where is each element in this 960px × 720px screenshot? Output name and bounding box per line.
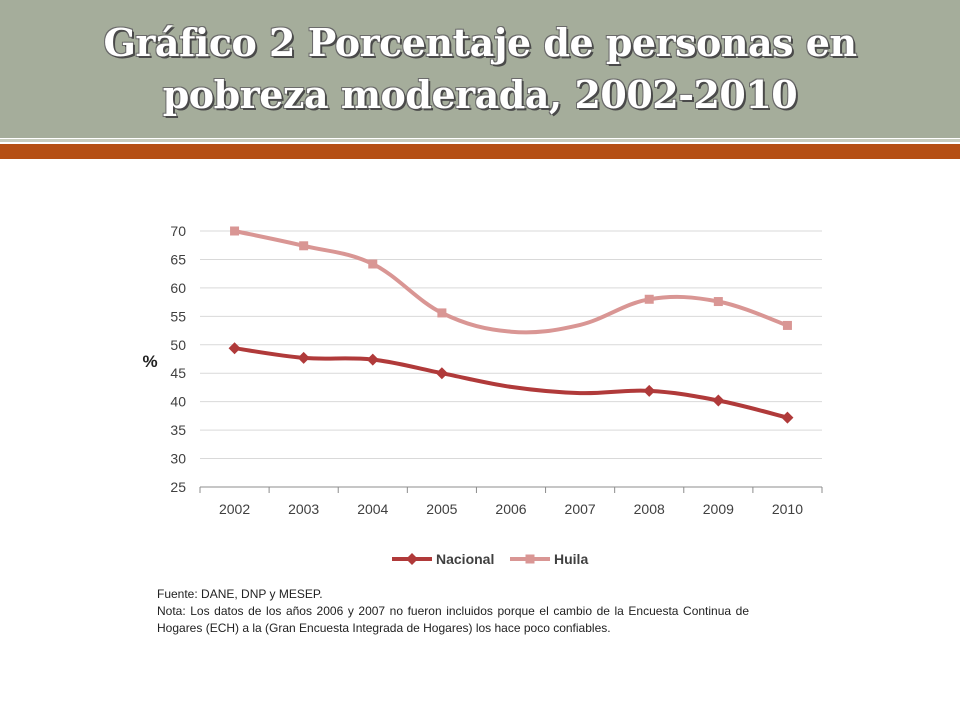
series-line-nacional xyxy=(232,346,790,420)
legend-item-nacional: Nacional xyxy=(392,551,494,567)
legend-label-nacional: Nacional xyxy=(436,551,494,567)
y-tick-label: 55 xyxy=(170,308,186,324)
x-tick-label: 2003 xyxy=(288,501,319,517)
data-point-huila xyxy=(782,320,792,330)
data-point-huila xyxy=(230,226,240,236)
y-tick-label: 40 xyxy=(170,394,186,410)
chart-series xyxy=(228,226,794,424)
methodology-note: Nota: Los datos de los años 2006 y 2007 … xyxy=(157,604,749,635)
slide-title: Gráfico 2 Porcentaje de personas en pobr… xyxy=(103,20,857,117)
title-banner: Gráfico 2 Porcentaje de personas en pobr… xyxy=(0,0,960,138)
y-tick-label: 50 xyxy=(170,337,186,353)
y-tick-label: 30 xyxy=(170,451,186,467)
data-point-nacional xyxy=(643,384,656,397)
data-point-nacional xyxy=(712,394,725,407)
series-line-huila xyxy=(232,229,790,335)
y-tick-label: 35 xyxy=(170,422,186,438)
title-divider-line xyxy=(0,139,960,142)
chart-legend: Nacional Huila xyxy=(392,551,588,567)
series-huila xyxy=(230,226,792,335)
x-tick-label: 2010 xyxy=(772,501,803,517)
x-tick-label: 2007 xyxy=(565,501,596,517)
data-point-nacional xyxy=(435,367,448,380)
series-nacional xyxy=(228,342,794,424)
data-point-huila xyxy=(368,259,378,269)
y-tick-label: 45 xyxy=(170,365,186,381)
x-tick-label: 2004 xyxy=(357,501,388,517)
source-note: Fuente: DANE, DNP y MESEP. xyxy=(157,587,323,601)
y-tick-label: 65 xyxy=(170,251,186,267)
x-tick-label: 2002 xyxy=(219,501,250,517)
data-point-nacional xyxy=(781,411,794,424)
y-axis-label: % xyxy=(142,352,157,371)
data-point-huila xyxy=(644,294,654,304)
chart-axes: 25 30 35 40 45 50 55 60 65 70 2002 2003 2004 2005 2006… xyxy=(142,223,823,517)
legend-item-huila: Huila xyxy=(510,551,588,567)
poverty-line-chart: 25 30 35 40 45 50 55 60 65 70 2002 2003 2004 2005 2006… xyxy=(142,223,823,567)
legend-label-huila: Huila xyxy=(554,551,588,567)
legend-marker-nacional xyxy=(406,553,418,565)
data-point-nacional xyxy=(366,353,379,366)
data-point-nacional xyxy=(228,342,241,355)
x-tick-label: 2009 xyxy=(703,501,734,517)
data-point-huila xyxy=(437,308,447,318)
y-tick-label: 25 xyxy=(170,479,186,495)
title-accent-bar xyxy=(0,144,960,159)
x-tick-label: 2008 xyxy=(634,501,665,517)
y-tick-label: 70 xyxy=(170,223,186,239)
chart-notes: Fuente: DANE, DNP y MESEP. Nota: Los dat… xyxy=(157,586,749,637)
y-tick-label: 60 xyxy=(170,280,186,296)
data-point-nacional xyxy=(297,351,310,364)
x-tick-label: 2006 xyxy=(495,501,526,517)
legend-marker-huila xyxy=(525,554,535,564)
data-point-huila xyxy=(713,297,723,307)
data-point-huila xyxy=(299,241,309,251)
chart-gridlines xyxy=(200,230,822,488)
x-tick-label: 2005 xyxy=(426,501,457,517)
